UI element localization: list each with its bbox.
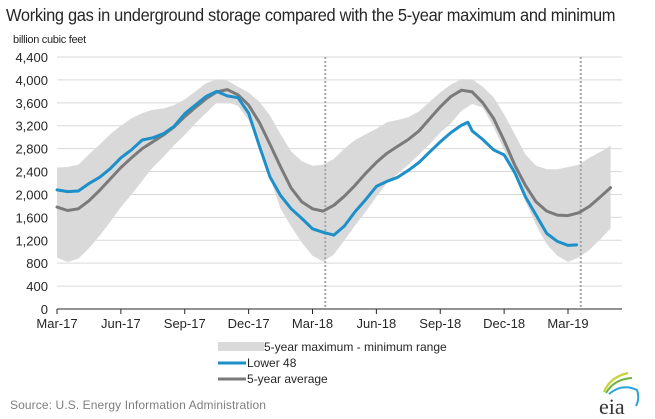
x-tick-label: Mar-17 bbox=[36, 316, 77, 331]
y-tick-label: 0 bbox=[41, 302, 48, 317]
x-tick-label: Jun-18 bbox=[357, 316, 397, 331]
max-min-range-band bbox=[57, 79, 611, 262]
five-year-average-line bbox=[55, 88, 613, 218]
series-layer bbox=[55, 88, 613, 247]
divider-layer bbox=[324, 57, 582, 309]
y-tick-label: 1,600 bbox=[15, 210, 48, 225]
eia-logo-swoosh-green bbox=[605, 377, 633, 394]
legend-label: 5-year average bbox=[247, 372, 328, 386]
x-tick-label: Mar-19 bbox=[547, 316, 588, 331]
eia-logo: eia bbox=[599, 371, 640, 419]
lower-48-line bbox=[55, 89, 578, 247]
x-tick-label: Mar-18 bbox=[292, 316, 333, 331]
x-tick-label: Dec-17 bbox=[228, 316, 270, 331]
x-tick-label: Dec-18 bbox=[483, 316, 525, 331]
y-tick-label: 4,400 bbox=[15, 50, 48, 65]
y-tick-label: 4,000 bbox=[15, 73, 48, 88]
eia-logo-text: eia bbox=[599, 394, 625, 419]
y-tick-label: 2,400 bbox=[15, 165, 48, 180]
y-tick-label: 800 bbox=[26, 256, 48, 271]
x-tick-label: Sep-17 bbox=[164, 316, 206, 331]
gridlines bbox=[57, 56, 622, 287]
eia-logo-swoosh-yellow bbox=[602, 371, 629, 393]
y-tick-label: 400 bbox=[26, 279, 48, 294]
axis-layer: 0 400 800 1,200 1,600 2,000 2,400 2,800 3,200 3,6… bbox=[15, 50, 622, 331]
y-tick-label: 2,000 bbox=[15, 187, 48, 202]
legend-label: Lower 48 bbox=[247, 356, 297, 370]
y-tick-label: 3,200 bbox=[15, 119, 48, 134]
y-axis-units-label: billion cubic feet bbox=[13, 34, 86, 46]
y-tick-label: 3,600 bbox=[15, 96, 48, 111]
legend-swatch-band bbox=[218, 342, 264, 351]
legend: 5-year maximum - minimum range Lower 48 5-… bbox=[218, 340, 447, 386]
band-layer bbox=[57, 79, 611, 262]
y-tick-label: 1,200 bbox=[15, 233, 48, 248]
y-tick-label: 2,800 bbox=[15, 142, 48, 157]
source-note: Source: U.S. Energy Information Administ… bbox=[10, 398, 267, 412]
x-tick-label: Sep-18 bbox=[419, 316, 461, 331]
eia-logo-swoosh-blue bbox=[608, 386, 640, 407]
chart-title: Working gas in underground storage compa… bbox=[6, 5, 616, 25]
legend-label: 5-year maximum - minimum range bbox=[264, 340, 447, 354]
x-tick-label: Jun-17 bbox=[101, 316, 141, 331]
